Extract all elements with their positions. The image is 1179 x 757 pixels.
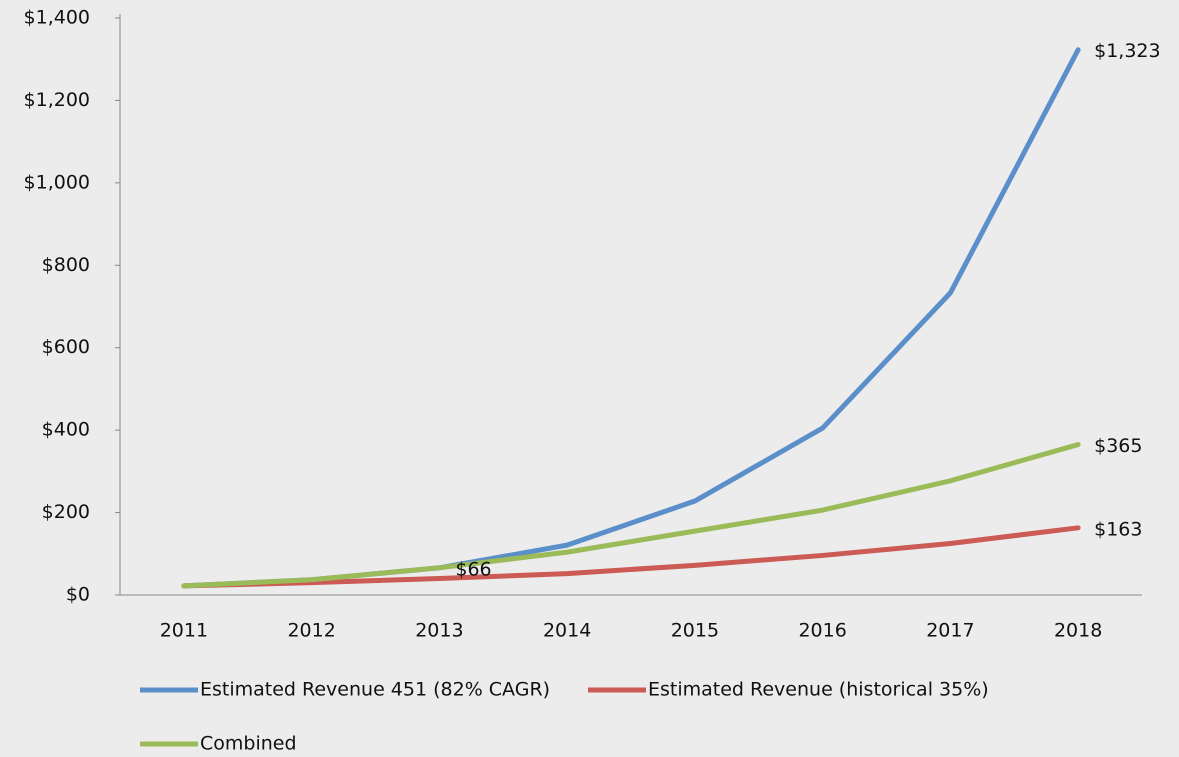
y-tick-label: $200 (42, 501, 90, 523)
series-line (181, 442, 1081, 589)
data-label: $163 (1094, 518, 1142, 540)
data-label: $1,323 (1094, 40, 1160, 62)
x-tick-label: 2011 (160, 620, 208, 642)
x-tick-label: 2018 (1054, 620, 1102, 642)
legend-label: Estimated Revenue (historical 35%) (648, 679, 989, 701)
y-tick-label: $0 (66, 584, 90, 606)
series-line (181, 525, 1081, 589)
y-tick-label: $400 (42, 419, 90, 441)
y-tick-label: $1,400 (24, 7, 90, 29)
legend-label: Combined (200, 733, 297, 755)
x-tick-label: 2016 (798, 620, 846, 642)
x-tick-label: 2017 (926, 620, 974, 642)
y-tick-label: $1,200 (24, 89, 90, 111)
x-tick-label: 2013 (415, 620, 463, 642)
x-tick-label: 2015 (671, 620, 719, 642)
legend-label: Estimated Revenue 451 (82% CAGR) (200, 679, 550, 701)
data-label: $365 (1094, 435, 1142, 457)
y-tick-label: $800 (42, 254, 90, 276)
y-tick-label: $600 (42, 336, 90, 358)
x-tick-label: 2012 (287, 620, 335, 642)
data-label: $66 (455, 558, 491, 580)
y-tick-label: $1,000 (24, 171, 90, 193)
x-tick-label: 2014 (543, 620, 591, 642)
